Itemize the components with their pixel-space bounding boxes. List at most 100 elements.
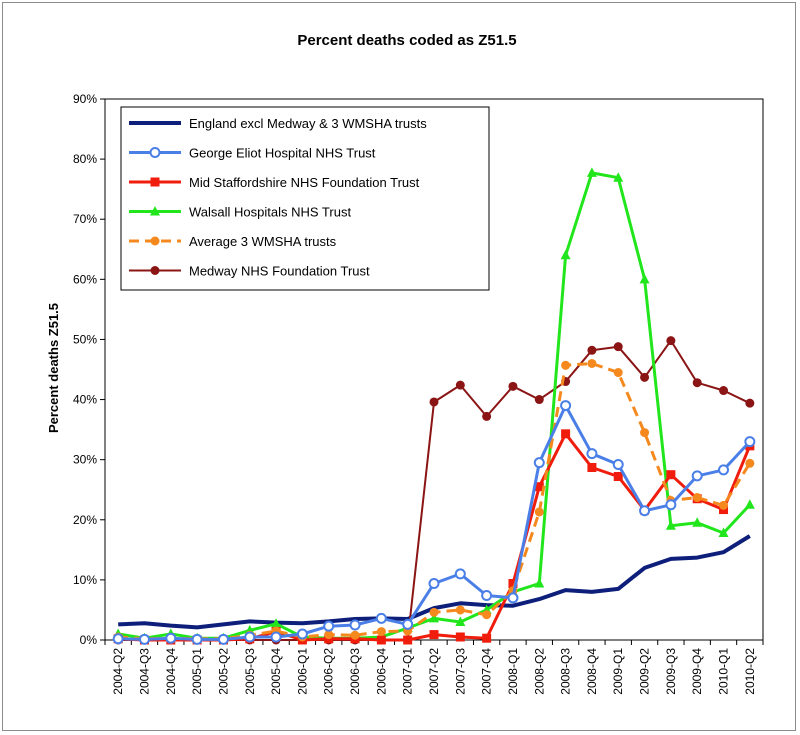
- data-point: [429, 630, 439, 640]
- x-tick-label: 2008-Q4: [585, 648, 599, 695]
- data-point: [296, 628, 308, 640]
- data-point: [244, 631, 256, 643]
- x-tick-label: 2007-Q3: [453, 648, 467, 695]
- data-point: [350, 630, 360, 640]
- data-point: [587, 358, 597, 368]
- data-point: [613, 342, 623, 352]
- data-point: [429, 612, 439, 623]
- data-point: [745, 398, 755, 408]
- series-layer: [112, 167, 756, 645]
- data-point: [744, 436, 756, 448]
- legend-marker: [150, 266, 160, 275]
- data-point: [402, 618, 414, 630]
- data-point: [429, 397, 439, 407]
- data-point: [481, 590, 493, 602]
- x-tick-label: 2007-Q4: [480, 648, 494, 695]
- data-point: [508, 381, 518, 391]
- x-tick-label: 2006-Q3: [348, 648, 362, 695]
- data-point: [665, 520, 676, 530]
- y-axis: 0% 10% 20% 30% 40% 50% 60% 70% 80% 90%: [73, 92, 105, 647]
- line-chart: Percent deaths coded as Z51.5 Percent de…: [46, 32, 764, 695]
- data-point: [482, 610, 492, 620]
- data-point: [691, 470, 703, 482]
- data-point: [587, 345, 597, 355]
- legend-marker: [150, 236, 160, 246]
- data-point: [534, 482, 544, 492]
- data-point: [666, 470, 676, 480]
- y-tick-label: 80%: [73, 152, 97, 166]
- x-tick-label: 2006-Q4: [374, 648, 388, 695]
- data-point: [719, 500, 729, 510]
- data-point: [507, 592, 519, 604]
- data-point: [561, 429, 571, 439]
- x-axis: 2004-Q2 2004-Q3 2004-Q4 2005-Q1 2005-Q2 2005-…: [104, 640, 764, 695]
- data-point: [534, 395, 544, 405]
- data-point: [718, 464, 730, 476]
- x-tick-label: 2005-Q2: [216, 648, 230, 695]
- x-tick-label: 2009-Q4: [690, 648, 704, 695]
- data-point: [613, 368, 623, 378]
- data-point: [665, 499, 677, 511]
- x-tick-label: 2010-Q2: [743, 648, 757, 695]
- data-point: [586, 167, 597, 177]
- x-tick-label: 2004-Q2: [111, 648, 125, 695]
- y-tick-label: 10%: [73, 573, 97, 587]
- legend-marker: [149, 147, 161, 158]
- data-point: [744, 499, 755, 509]
- legend-label: England excl Medway & 3 WMSHA trusts: [189, 116, 427, 131]
- data-point: [534, 577, 545, 588]
- data-point: [534, 507, 544, 517]
- data-point: [403, 635, 413, 645]
- y-tick-label: 50%: [73, 332, 97, 346]
- data-point: [586, 448, 598, 460]
- legend-label: Mid Staffordshire NHS Foundation Trust: [189, 175, 420, 190]
- x-tick-label: 2005-Q3: [243, 648, 257, 695]
- y-axis-title: Percent deaths Z51.5: [46, 303, 61, 433]
- data-point: [613, 471, 623, 481]
- x-tick-label: 2008-Q2: [532, 648, 546, 695]
- chart-title: Percent deaths coded as Z51.5: [297, 32, 516, 49]
- legend-label: Average 3 WMSHA trusts: [189, 234, 337, 249]
- data-point: [138, 633, 150, 645]
- x-tick-label: 2009-Q1: [611, 648, 625, 695]
- data-point: [612, 458, 624, 470]
- x-tick-label: 2006-Q2: [322, 648, 336, 695]
- data-point: [428, 577, 440, 589]
- data-point: [692, 378, 702, 388]
- x-tick-label: 2009-Q2: [638, 648, 652, 695]
- y-tick-label: 20%: [73, 513, 97, 527]
- x-tick-label: 2008-Q1: [506, 648, 520, 695]
- legend-label: Medway NHS Foundation Trust: [189, 264, 370, 279]
- data-point: [587, 462, 597, 472]
- data-point: [455, 380, 465, 390]
- x-tick-label: 2004-Q3: [137, 648, 151, 695]
- y-tick-label: 0%: [80, 633, 98, 647]
- y-tick-label: 60%: [73, 272, 97, 286]
- data-point: [482, 411, 492, 421]
- legend-box: [120, 106, 490, 291]
- data-point: [692, 517, 703, 527]
- data-point: [482, 633, 492, 643]
- y-tick-label: 70%: [73, 212, 97, 226]
- series-2: [112, 400, 756, 645]
- data-point: [719, 386, 729, 396]
- y-tick-label: 30%: [73, 453, 97, 467]
- data-point: [533, 457, 545, 469]
- x-tick-label: 2005-Q1: [190, 648, 204, 695]
- x-tick-label: 2006-Q1: [295, 648, 309, 695]
- data-point: [640, 428, 650, 438]
- data-point: [271, 618, 282, 628]
- data-point: [666, 336, 676, 346]
- data-point: [349, 619, 361, 631]
- data-point: [454, 568, 466, 580]
- data-point: [455, 632, 465, 642]
- x-tick-label: 2010-Q1: [717, 648, 731, 695]
- legend-label: George Eliot Hospital NHS Trust: [189, 146, 376, 161]
- data-point: [561, 360, 571, 370]
- data-point: [640, 372, 650, 382]
- x-tick-label: 2005-Q4: [269, 648, 283, 695]
- data-point: [270, 631, 282, 643]
- data-point: [718, 527, 729, 538]
- data-point: [112, 633, 124, 645]
